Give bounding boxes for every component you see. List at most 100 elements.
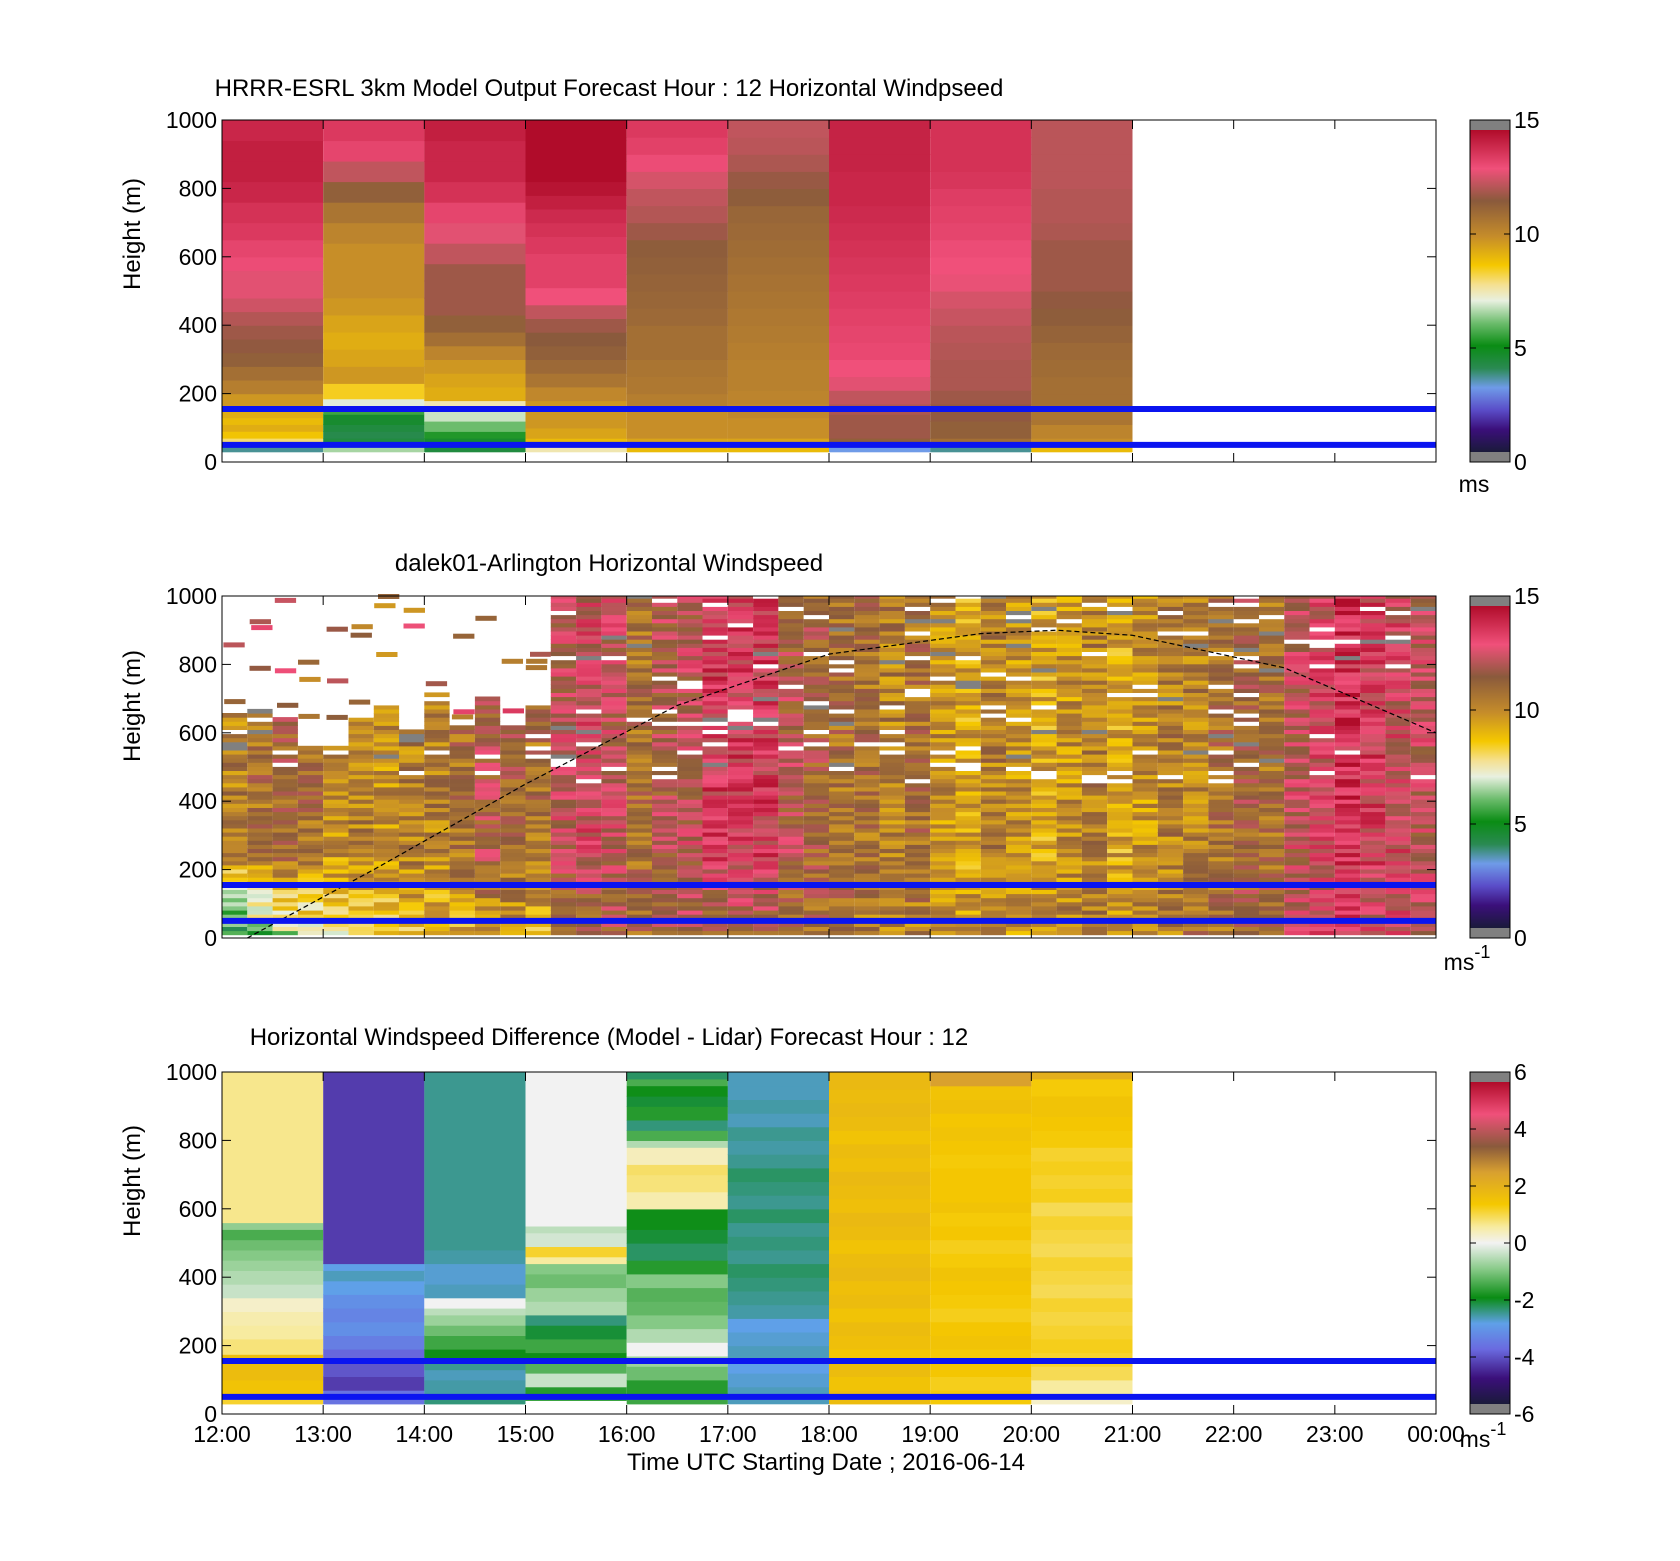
heatmap-cell bbox=[1031, 424, 1133, 439]
heatmap-cell bbox=[247, 844, 273, 849]
heatmap-cell bbox=[652, 696, 678, 702]
heatmap-cell bbox=[955, 868, 981, 874]
heatmap-cell bbox=[727, 626, 754, 632]
heatmap-cell bbox=[854, 836, 880, 841]
heatmap-cell bbox=[1157, 663, 1184, 669]
heatmap-cell bbox=[727, 786, 754, 792]
x-tick-label: 13:00 bbox=[294, 1421, 352, 1447]
heatmap-cell bbox=[702, 655, 728, 661]
heatmap-cell bbox=[525, 758, 551, 763]
heatmap-cell bbox=[449, 840, 475, 845]
heatmap-cell bbox=[702, 663, 728, 669]
heatmap-cell bbox=[1259, 651, 1285, 657]
heatmap-cell bbox=[955, 635, 981, 640]
heatmap-cell bbox=[424, 893, 450, 899]
heatmap-cell bbox=[1031, 1229, 1133, 1244]
heatmap-cell bbox=[1006, 655, 1032, 661]
heatmap-cell bbox=[222, 297, 324, 313]
heatmap-cell bbox=[626, 667, 652, 673]
heatmap-cell bbox=[525, 287, 627, 306]
heatmap-cell bbox=[879, 930, 905, 936]
heatmap-cell bbox=[1259, 622, 1285, 628]
heatmap-cell bbox=[930, 778, 956, 784]
heatmap-cell bbox=[677, 596, 703, 599]
heatmap-cell bbox=[1410, 803, 1436, 808]
heatmap-cell bbox=[1132, 889, 1158, 895]
heatmap-cell bbox=[323, 840, 349, 845]
heatmap-cell bbox=[930, 137, 1032, 155]
heatmap-cell bbox=[1360, 897, 1386, 903]
heatmap-cell bbox=[829, 1116, 931, 1131]
heatmap-cell bbox=[626, 770, 652, 776]
heatmap-cell bbox=[1233, 893, 1259, 899]
heatmap-cell bbox=[1208, 622, 1234, 628]
heatmap-cell bbox=[1334, 754, 1361, 759]
heatmap-cell bbox=[449, 873, 475, 878]
heatmap-cell bbox=[1107, 725, 1133, 730]
heatmap-cell bbox=[829, 1184, 931, 1200]
heatmap-cell bbox=[1208, 893, 1234, 899]
heatmap-cell bbox=[955, 922, 981, 927]
heatmap-cell bbox=[854, 667, 880, 673]
heatmap-cell bbox=[424, 431, 526, 439]
heatmap-cell bbox=[854, 766, 880, 771]
heatmap-cell bbox=[980, 635, 1007, 640]
heatmap-cell bbox=[272, 729, 298, 735]
heatmap-cell bbox=[702, 790, 728, 796]
heatmap-cell bbox=[626, 663, 652, 669]
heatmap-cell bbox=[854, 860, 880, 866]
heatmap-cell bbox=[1208, 614, 1234, 620]
heatmap-cell bbox=[1208, 823, 1234, 829]
heatmap-cell bbox=[576, 626, 602, 632]
heatmap-cell bbox=[550, 671, 577, 677]
heatmap-cell bbox=[1031, 655, 1057, 661]
heatmap-cell bbox=[930, 848, 956, 854]
heatmap-cell bbox=[1334, 729, 1361, 735]
heatmap-cell bbox=[955, 659, 981, 665]
heatmap-cell bbox=[1031, 1256, 1133, 1271]
heatmap-cell bbox=[373, 827, 400, 833]
heatmap-cell bbox=[1259, 700, 1285, 706]
heatmap-cell bbox=[778, 786, 804, 792]
heatmap-cell bbox=[323, 243, 425, 265]
heatmap-cell bbox=[474, 864, 501, 870]
heatmap-cell bbox=[297, 770, 324, 776]
heatmap-cell bbox=[576, 774, 602, 780]
heatmap-cell bbox=[449, 852, 475, 858]
heatmap-cell bbox=[829, 700, 855, 706]
heatmap-cell bbox=[1385, 860, 1411, 866]
heatmap-cell bbox=[803, 836, 829, 841]
heatmap-cell bbox=[1132, 795, 1158, 800]
heatmap-cell bbox=[702, 922, 728, 927]
heatmap-cell bbox=[1157, 639, 1184, 644]
heatmap-cell bbox=[702, 807, 728, 813]
colorbar-unit-exponent: -1 bbox=[1490, 1419, 1506, 1439]
heatmap-cell bbox=[829, 754, 855, 759]
heatmap-cell bbox=[626, 700, 652, 706]
heatmap-cell bbox=[348, 795, 374, 800]
heatmap-cell bbox=[1081, 778, 1108, 784]
heatmap-cell bbox=[626, 1301, 728, 1316]
heatmap-cell bbox=[1233, 655, 1259, 661]
heatmap-cell bbox=[702, 651, 728, 657]
heatmap-cell bbox=[525, 832, 551, 837]
heatmap-cell bbox=[854, 688, 880, 693]
heatmap-cell bbox=[626, 1095, 728, 1107]
heatmap-cell bbox=[803, 741, 829, 747]
heatmap-cell bbox=[677, 827, 703, 833]
heatmap-cell bbox=[829, 815, 855, 821]
heatmap-cell bbox=[1006, 790, 1032, 796]
heatmap-cell bbox=[1132, 905, 1158, 911]
heatmap-cell bbox=[1157, 700, 1184, 706]
heatmap-cell bbox=[449, 836, 475, 841]
heatmap-cell bbox=[1157, 737, 1184, 743]
heatmap-cell bbox=[1081, 651, 1108, 657]
heatmap-cell bbox=[1233, 758, 1259, 763]
heatmap-cell bbox=[854, 749, 880, 755]
heatmap-cell bbox=[550, 667, 577, 673]
heatmap-cell bbox=[854, 696, 880, 702]
heatmap-cell bbox=[879, 889, 905, 895]
heatmap-cell bbox=[1031, 444, 1133, 453]
heatmap-cell bbox=[1284, 606, 1310, 611]
